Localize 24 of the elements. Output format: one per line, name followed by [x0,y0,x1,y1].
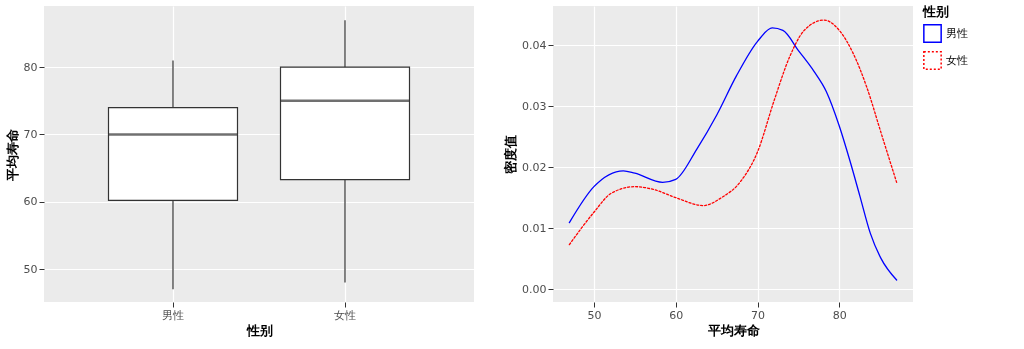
line-series [568,19,898,246]
line-series [568,27,898,281]
x-tick-label: 50 [587,308,602,322]
legend-label: 男性 [946,26,968,40]
x-tick-label: 80 [832,308,847,322]
legend-title: 性别 [922,4,949,19]
y-tick-label: 0.01 [522,221,547,235]
y-tick-label: 0.00 [522,282,547,296]
y-tick-label: 0.03 [522,99,547,113]
y-tick-label: 0.02 [522,160,547,174]
x-tick-label: 女性 [334,308,356,322]
y-tick-label: 50 [23,262,38,276]
x-tick-label: 70 [751,308,766,322]
y-axis-title: 平均寿命 [4,127,20,182]
legend-label: 女性 [946,53,968,67]
y-tick-label: 60 [23,195,38,209]
x-tick-label: 男性 [162,308,184,322]
y-tick-label: 0.04 [522,38,547,52]
y-axis-title: 密度值 [503,135,519,174]
y-tick-label: 80 [23,60,38,74]
x-tick-label: 60 [669,308,684,322]
x-axis-title: 性别 [245,322,273,338]
x-axis-title: 平均寿命 [706,322,761,338]
y-tick-label: 70 [23,127,38,141]
